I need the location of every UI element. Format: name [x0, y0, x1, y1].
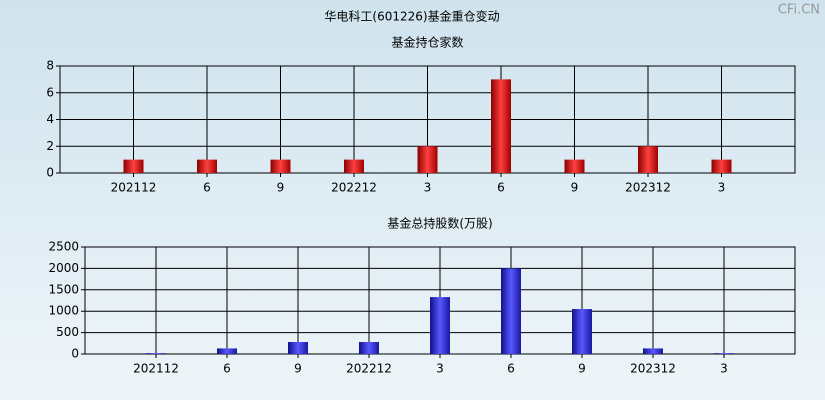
- x-tick-label: 6: [507, 362, 515, 376]
- x-tick-label: 202312: [625, 181, 671, 195]
- chart-subtitle: 基金持仓家数: [391, 35, 463, 50]
- x-tick-label: 202112: [111, 181, 157, 195]
- x-tick-label: 3: [718, 181, 726, 195]
- bar: [197, 159, 217, 173]
- y-tick-label: 0: [46, 166, 54, 180]
- x-tick-label: 202212: [331, 181, 377, 195]
- bar: [359, 342, 379, 354]
- y-tick-label: 8: [46, 59, 54, 73]
- x-tick-label: 6: [203, 181, 211, 195]
- y-tick-label: 4: [46, 112, 54, 126]
- x-tick-label: 9: [294, 362, 302, 376]
- bar: [288, 342, 308, 354]
- bar: [430, 297, 450, 354]
- x-tick-label: 202312: [630, 362, 676, 376]
- bar: [344, 159, 364, 173]
- x-tick-label: 3: [424, 181, 432, 195]
- bar: [711, 159, 732, 173]
- bar: [491, 79, 511, 173]
- y-tick-label: 2500: [48, 240, 79, 254]
- x-tick-label: 3: [720, 362, 728, 376]
- watermark: CFi.CN: [778, 3, 820, 18]
- bar: [564, 159, 585, 173]
- y-tick-label: 0: [71, 347, 79, 361]
- bar: [417, 146, 438, 173]
- bar: [123, 159, 144, 173]
- bar: [270, 159, 291, 173]
- x-tick-label: 9: [277, 181, 285, 195]
- bar: [146, 353, 166, 354]
- x-tick-label: 9: [571, 181, 579, 195]
- x-tick-label: 9: [578, 362, 586, 376]
- x-tick-label: 6: [223, 362, 231, 376]
- y-tick-label: 2000: [48, 261, 79, 275]
- x-tick-label: 6: [497, 181, 505, 195]
- bar: [638, 146, 658, 173]
- bar: [501, 268, 521, 354]
- bar: [643, 348, 663, 354]
- page-title: 华电科工(601226)基金重仓变动: [324, 9, 499, 24]
- y-tick-label: 500: [56, 325, 79, 339]
- y-tick-label: 1500: [48, 282, 79, 296]
- x-tick-label: 202212: [346, 362, 392, 376]
- y-tick-label: 2: [46, 139, 54, 153]
- bar: [217, 348, 237, 354]
- x-tick-label: 3: [436, 362, 444, 376]
- y-tick-label: 6: [46, 85, 54, 99]
- bar: [714, 353, 734, 354]
- bar: [572, 309, 592, 354]
- chart-subtitle: 基金总持股数(万股): [387, 216, 492, 231]
- y-tick-label: 1000: [48, 304, 79, 318]
- x-tick-label: 202112: [133, 362, 179, 376]
